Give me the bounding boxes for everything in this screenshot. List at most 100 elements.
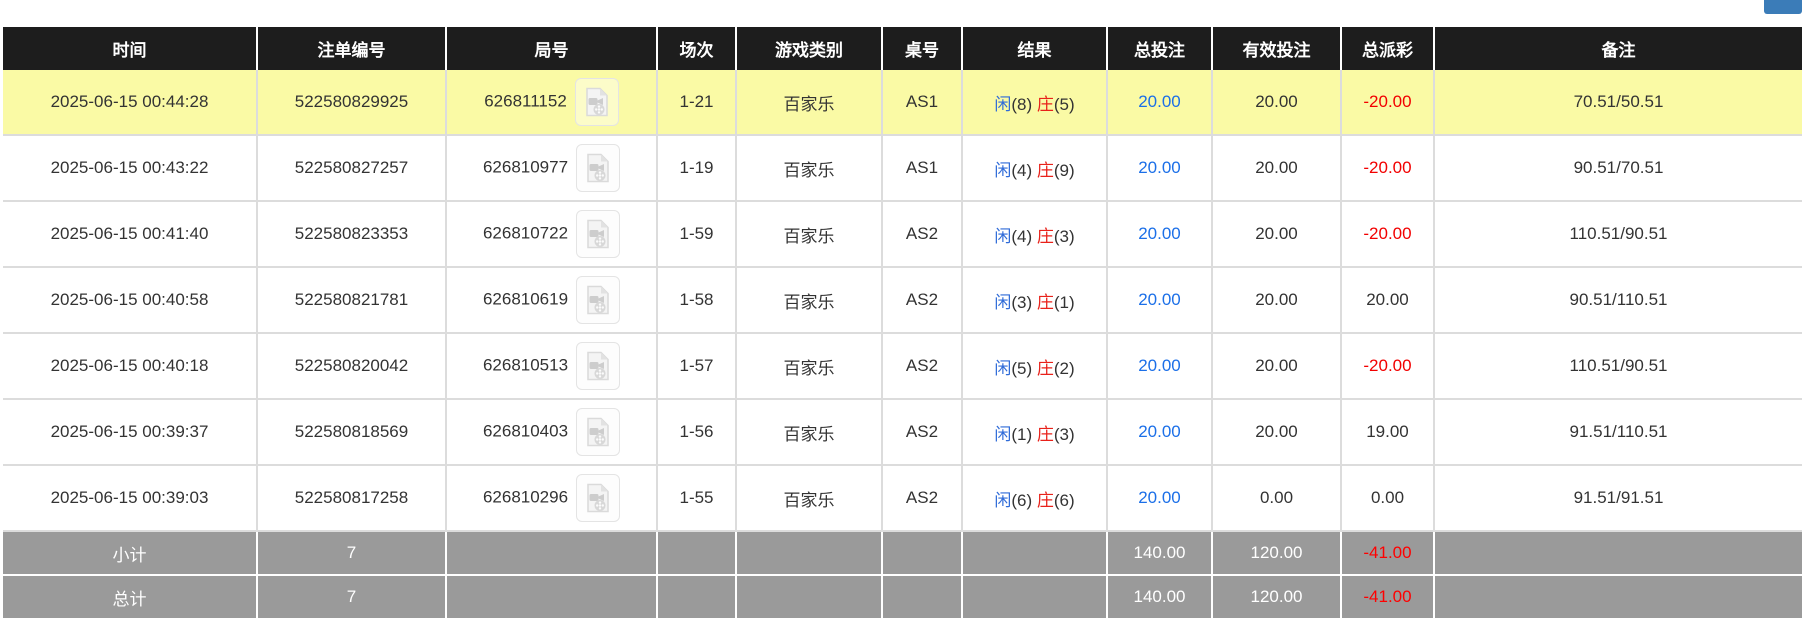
result-banker-value: (3)	[1053, 226, 1075, 246]
result-player-value: (6)	[1011, 490, 1033, 510]
table-row[interactable]: 2025-06-15 00:40:18 522580820042 6268105…	[3, 334, 1802, 400]
summary-empty-cell	[737, 532, 883, 576]
video-file-icon[interactable]	[576, 474, 621, 522]
cell-time: 2025-06-15 00:39:37	[3, 400, 258, 466]
column-header-total-bet: 总投注	[1108, 27, 1213, 70]
cell-bet-id: 522580818569	[258, 400, 447, 466]
summary-empty-cell	[883, 532, 963, 576]
round-id-text: 626811152	[484, 91, 567, 111]
cell-total-payout: -20.00	[1342, 136, 1435, 202]
cell-game-type: 百家乐	[737, 268, 883, 334]
video-file-icon[interactable]	[574, 78, 619, 126]
cell-result: 闲(1) 庄(3)	[963, 400, 1108, 466]
result-banker-label: 庄	[1036, 94, 1054, 114]
cell-game-type: 百家乐	[737, 70, 883, 136]
cell-game-type: 百家乐	[737, 400, 883, 466]
table-row[interactable]: 2025-06-15 00:41:40 522580823353 6268107…	[3, 202, 1802, 268]
summary-count: 7	[258, 576, 447, 620]
cell-round-id: 626811152	[447, 70, 658, 136]
table-header-row: 时间 注单编号 局号 场次 游戏类别 桌号 结果 总投注 有效投注 总派彩 备注	[3, 27, 1802, 70]
result-player-value: (5)	[1011, 358, 1033, 378]
cell-bet-id: 522580820042	[258, 334, 447, 400]
video-file-icon[interactable]	[576, 342, 621, 390]
round-id-text: 626810619	[482, 289, 569, 309]
cell-bet-id: 522580829925	[258, 70, 447, 136]
cell-time: 2025-06-15 00:40:58	[3, 268, 258, 334]
cell-valid-bet: 20.00	[1213, 334, 1342, 400]
cell-valid-bet: 0.00	[1213, 466, 1342, 532]
cell-game-type: 百家乐	[737, 202, 883, 268]
result-banker-value: (9)	[1053, 160, 1075, 180]
cell-session: 1-19	[658, 136, 737, 202]
summary-empty-cell	[447, 532, 658, 576]
result-player-value: (4)	[1011, 160, 1033, 180]
summary-empty-cell	[963, 576, 1108, 620]
cell-remark: 110.51/90.51	[1435, 202, 1802, 268]
bet-history-table: 时间 注单编号 局号 场次 游戏类别 桌号 结果 总投注 有效投注 总派彩 备注 2025-06-1…	[3, 27, 1802, 620]
cell-game-type: 百家乐	[737, 334, 883, 400]
cell-remark: 91.51/110.51	[1435, 400, 1802, 466]
summary-valid-bet: 120.00	[1213, 532, 1342, 576]
result-player-label: 闲	[994, 94, 1012, 114]
cell-time: 2025-06-15 00:43:22	[3, 136, 258, 202]
summary-empty-cell	[737, 576, 883, 620]
cell-valid-bet: 20.00	[1213, 70, 1342, 136]
cell-total-bet: 20.00	[1108, 334, 1213, 400]
column-header-result: 结果	[963, 27, 1108, 70]
cell-total-payout: -20.00	[1342, 202, 1435, 268]
result-player-label: 闲	[994, 424, 1012, 444]
result-banker-value: (3)	[1053, 424, 1075, 444]
summary-count: 7	[258, 532, 447, 576]
table-row[interactable]: 2025-06-15 00:43:22 522580827257 6268109…	[3, 136, 1802, 202]
summary-total-bet: 140.00	[1108, 576, 1213, 620]
cell-total-payout: -20.00	[1342, 334, 1435, 400]
cell-session: 1-56	[658, 400, 737, 466]
cell-bet-id: 522580827257	[258, 136, 447, 202]
cell-remark: 90.51/70.51	[1435, 136, 1802, 202]
summary-empty-cell	[883, 576, 963, 620]
cell-game-type: 百家乐	[737, 136, 883, 202]
table-row[interactable]: 2025-06-15 00:40:58 522580821781 6268106…	[3, 268, 1802, 334]
cell-result: 闲(4) 庄(3)	[963, 202, 1108, 268]
cell-remark: 90.51/110.51	[1435, 268, 1802, 334]
column-header-bet-id: 注单编号	[258, 27, 447, 70]
table-row[interactable]: 2025-06-15 00:39:03 522580817258 6268102…	[3, 466, 1802, 532]
result-player-label: 闲	[994, 292, 1012, 312]
result-banker-label: 庄	[1036, 424, 1054, 444]
video-file-icon[interactable]	[576, 144, 621, 192]
table-row[interactable]: 2025-06-15 00:39:37 522580818569 6268104…	[3, 400, 1802, 466]
round-id-text: 626810403	[482, 421, 569, 441]
cell-total-payout: 0.00	[1342, 466, 1435, 532]
round-id-text: 626810722	[482, 223, 569, 243]
video-file-icon[interactable]	[576, 210, 621, 258]
result-player-label: 闲	[994, 490, 1012, 510]
result-player-value: (3)	[1011, 292, 1033, 312]
round-id-text: 626810296	[482, 487, 569, 507]
result-player-label: 闲	[994, 226, 1012, 246]
result-player-value: (4)	[1011, 226, 1033, 246]
cell-total-bet: 20.00	[1108, 202, 1213, 268]
video-file-icon[interactable]	[576, 276, 621, 324]
top-strip	[0, 0, 1802, 27]
summary-remark	[1435, 576, 1802, 620]
result-player-value: (1)	[1011, 424, 1033, 444]
cell-table-no: AS2	[883, 268, 963, 334]
cell-bet-id: 522580817258	[258, 466, 447, 532]
cell-valid-bet: 20.00	[1213, 268, 1342, 334]
column-header-time: 时间	[3, 27, 258, 70]
result-banker-label: 庄	[1036, 160, 1054, 180]
result-banker-label: 庄	[1036, 490, 1054, 510]
result-banker-value: (2)	[1053, 358, 1075, 378]
cell-table-no: AS2	[883, 466, 963, 532]
cell-total-payout: -20.00	[1342, 70, 1435, 136]
table-row[interactable]: 2025-06-15 00:44:28 522580829925 6268111…	[3, 70, 1802, 136]
column-header-game-type: 游戏类别	[737, 27, 883, 70]
summary-empty-cell	[963, 532, 1108, 576]
top-right-partial-button[interactable]	[1764, 0, 1802, 14]
cell-remark: 91.51/91.51	[1435, 466, 1802, 532]
cell-total-payout: 19.00	[1342, 400, 1435, 466]
cell-round-id: 626810403	[447, 400, 658, 466]
result-banker-label: 庄	[1036, 226, 1054, 246]
video-file-icon[interactable]	[576, 408, 621, 456]
cell-result: 闲(5) 庄(2)	[963, 334, 1108, 400]
